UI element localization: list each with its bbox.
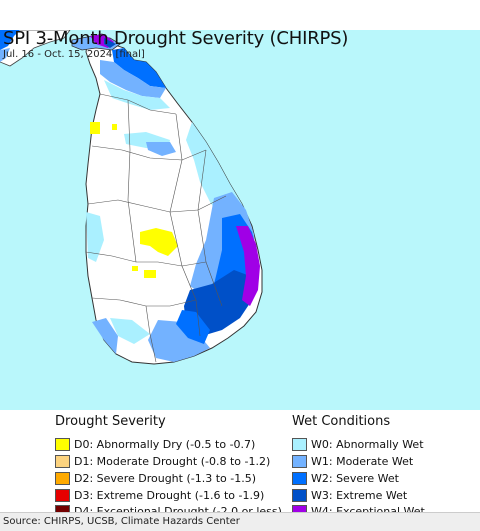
southwest-abnormally-wet: [110, 318, 150, 344]
legend-item-d3: D3: Extreme Drought (-1.6 to -1.9): [55, 487, 264, 503]
wet-legend-heading: Wet Conditions: [292, 414, 391, 429]
legend-item-w0: W0: Abnormally Wet: [292, 436, 424, 452]
swatch-d2: [55, 471, 70, 485]
north-abnormally-wet: [104, 80, 170, 110]
legend-item-w1: W1: Moderate Wet: [292, 453, 413, 469]
map-area: SPI 3-Month Drought Severity (CHIRPS) Ju…: [0, 30, 480, 410]
swatch-w3: [292, 488, 307, 502]
sri-lanka-map: [0, 30, 263, 365]
legend-item-d1: D1: Moderate Drought (-0.8 to -1.2): [55, 453, 270, 469]
india-moderate-wet: [0, 48, 10, 62]
map-subtitle: Jul. 16 - Oct. 15, 2024 [final]: [3, 49, 145, 60]
north-severe-wet: [112, 48, 166, 88]
central-dry-dot2: [132, 266, 138, 271]
swatch-d3: [55, 488, 70, 502]
swatch-d1: [55, 454, 70, 468]
swatch-d0: [55, 437, 70, 451]
legend: Drought Severity Wet Conditions D0: Abno…: [0, 410, 480, 518]
legend-label-d2: D2: Severe Drought (-1.3 to -1.5): [74, 471, 257, 485]
northwest-dry-dot: [112, 124, 117, 130]
central-dry-patch: [140, 228, 178, 256]
legend-label-d0: D0: Abnormally Dry (-0.5 to -0.7): [74, 437, 256, 451]
legend-item-w3: W3: Extreme Wet: [292, 487, 407, 503]
drought-legend-heading: Drought Severity: [55, 414, 166, 429]
swatch-w2: [292, 471, 307, 485]
nc-moderate-wet: [146, 142, 176, 156]
south-moderate-wet: [148, 320, 210, 362]
india-wet-area: [0, 30, 20, 50]
swatch-w1: [292, 454, 307, 468]
legend-label-w1: W1: Moderate Wet: [311, 454, 414, 468]
map-title: SPI 3-Month Drought Severity (CHIRPS): [3, 30, 349, 49]
source-credit: Source: CHIRPS, UCSB, Climate Hazards Ce…: [3, 516, 240, 527]
north-moderate-wet: [100, 60, 166, 98]
legend-item-d2: D2: Severe Drought (-1.3 to -1.5): [55, 470, 256, 486]
jaffna-extreme-wet: [104, 38, 116, 48]
india-coast: [0, 30, 71, 67]
legend-label-d1: D1: Moderate Drought (-0.8 to -1.2): [74, 454, 271, 468]
legend-label-w3: W3: Extreme Wet: [311, 488, 408, 502]
east-exceptional-wet: [236, 226, 260, 306]
footer: Source: CHIRPS, UCSB, Climate Hazards Ce…: [0, 512, 480, 531]
district-borders: [85, 93, 227, 363]
swatch-w0: [292, 437, 307, 451]
legend-label-d3: D3: Extreme Drought (-1.6 to -1.9): [74, 488, 265, 502]
central-dry-dot: [144, 270, 156, 278]
legend-item-d0: D0: Abnormally Dry (-0.5 to -0.7): [55, 436, 255, 452]
northwest-dry-spot: [90, 122, 100, 134]
west-abnormally-wet: [86, 212, 104, 262]
south-severe-wet: [176, 310, 210, 344]
legend-item-w2: W2: Severe Wet: [292, 470, 399, 486]
west-moderate-wet: [92, 318, 118, 354]
legend-label-w2: W2: Severe Wet: [311, 471, 399, 485]
legend-label-w0: W0: Abnormally Wet: [311, 437, 424, 451]
